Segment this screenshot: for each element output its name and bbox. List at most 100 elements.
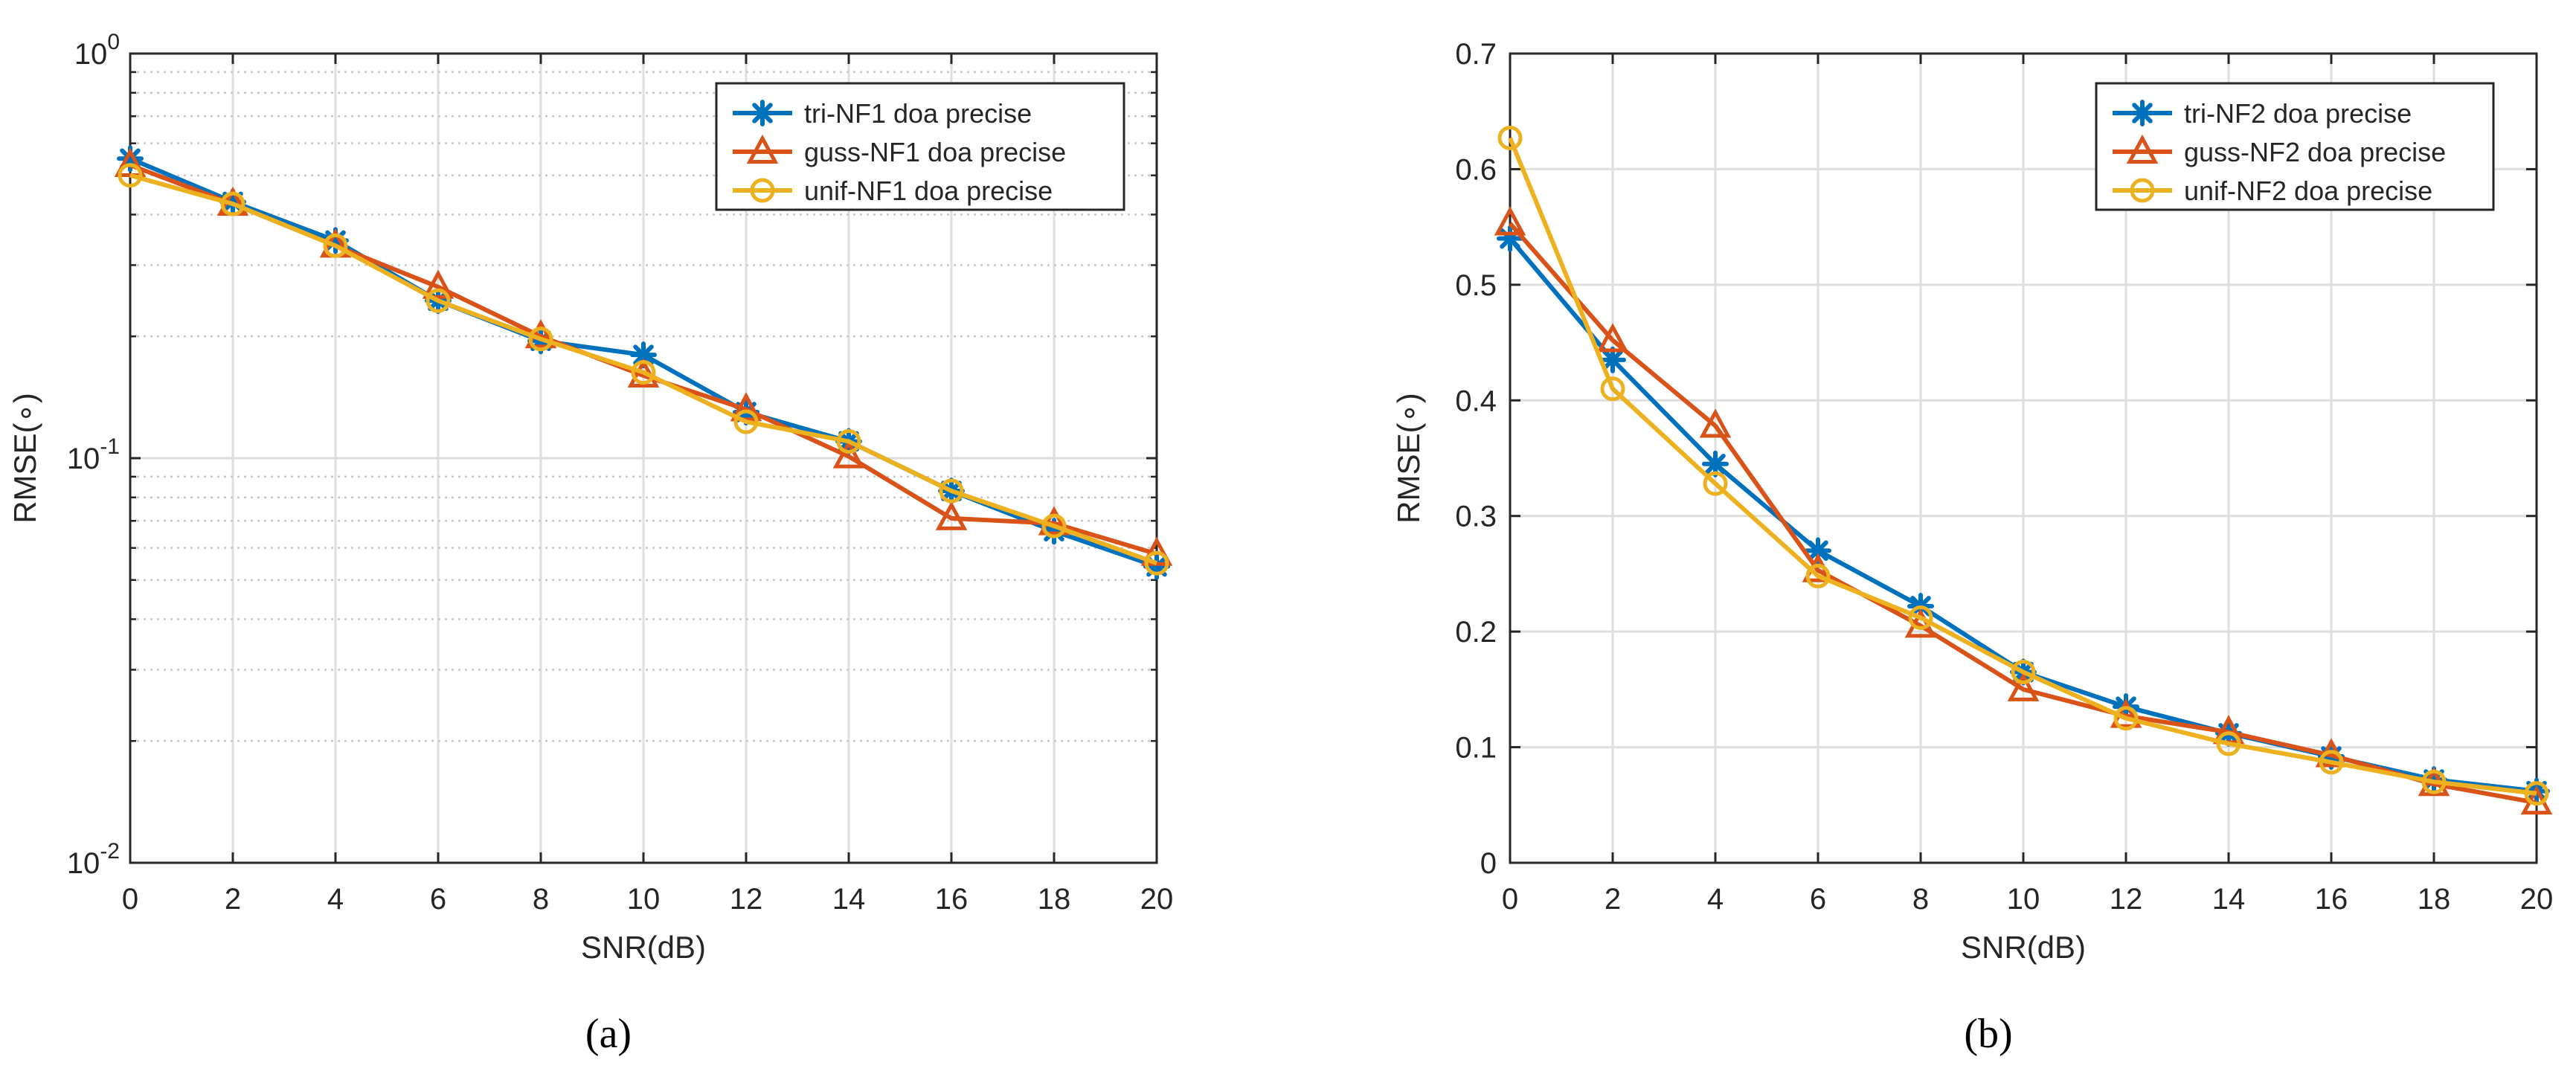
y-tick-label: 0.2 — [1455, 616, 1497, 649]
y-tick-label: 10-2 — [67, 839, 120, 880]
data-point-guss-nf1-doa-precise — [935, 501, 968, 530]
x-tick-label: 10 — [2007, 883, 2040, 916]
y-axis-ticks: 0 0.1 0.2 0.3 0.4 0.5 0.6 0.7 — [1455, 38, 2537, 880]
legend-label: unif-NF1 doa precise — [804, 176, 1053, 206]
y-tick-label: 0.3 — [1455, 501, 1497, 533]
x-tick-label: 14 — [2212, 883, 2246, 916]
x-tick-label: 6 — [1810, 883, 1826, 916]
data-point-unif-nf1-doa-precise — [1144, 550, 1169, 576]
data-point-guss-nf1-doa-precise — [422, 269, 455, 299]
x-tick-label: 6 — [430, 883, 446, 916]
data-point-tri-nf2-doa-precise — [1497, 225, 1523, 252]
x-tick-label: 8 — [1912, 883, 1929, 916]
data-point-unif-nf1-doa-precise — [733, 409, 759, 434]
x-axis-label: SNR(dB) — [581, 930, 706, 965]
data-point-guss-nf1-doa-precise — [114, 147, 147, 177]
data-point-tri-nf2-doa-precise — [1702, 450, 1729, 478]
legend-label: unif-NF2 doa precise — [2184, 176, 2432, 206]
data-point-unif-nf2-doa-precise — [2216, 731, 2241, 756]
y-tick-label: 0.7 — [1455, 38, 1497, 71]
data-point-tri-nf1-doa-precise — [1143, 553, 1170, 580]
legend-marker-tri-nf2-doa-precise — [2129, 100, 2156, 126]
series-line-guss-nf2-doa-precise — [1508, 222, 2537, 806]
data-point-guss-nf2-doa-precise — [1494, 206, 1526, 236]
data-point-unif-nf2-doa-precise — [1497, 125, 1523, 150]
y-axis-label: RMSE(∘) — [7, 393, 42, 524]
data-point-tri-nf2-doa-precise — [2421, 766, 2447, 794]
legend-label: guss-NF1 doa precise — [804, 137, 1066, 167]
data-point-guss-nf1-doa-precise — [1140, 536, 1173, 566]
y-tick-label: 0.4 — [1455, 385, 1497, 417]
legend-label: tri-NF1 doa precise — [804, 98, 1032, 129]
x-tick-label: 14 — [832, 883, 866, 916]
x-tick-label: 20 — [2520, 883, 2554, 916]
data-point-unif-nf1-doa-precise — [528, 327, 553, 352]
data-point-unif-nf1-doa-precise — [118, 163, 143, 188]
x-tick-label: 10 — [627, 883, 661, 916]
x-tick-label: 2 — [1605, 883, 1621, 916]
data-point-unif-nf2-doa-precise — [1703, 471, 1728, 496]
x-tick-label: 4 — [327, 883, 344, 916]
x-tick-label: 16 — [2315, 883, 2348, 916]
series-line-unif-nf2-doa-precise — [1508, 137, 2537, 796]
data-point-unif-nf1-doa-precise — [939, 478, 964, 504]
x-tick-label: 12 — [2110, 883, 2143, 916]
data-point-unif-nf1-doa-precise — [836, 428, 861, 454]
y-axis-label: RMSE(∘) — [1391, 393, 1426, 524]
x-tick-label: 2 — [225, 883, 241, 916]
x-tick-label: 16 — [935, 883, 969, 916]
data-point-unif-nf2-doa-precise — [2524, 781, 2549, 806]
legend-marker-guss-nf2-doa-precise — [2126, 134, 2159, 164]
legend-marker-unif-nf1-doa-precise — [750, 178, 775, 203]
legend-label: tri-NF2 doa precise — [2184, 98, 2412, 129]
x-axis-ticks: 0 2 4 6 8 10 12 14 16 18 20 — [122, 54, 1173, 916]
data-point-guss-nf1-doa-precise — [832, 439, 865, 469]
y-tick-label: 0 — [1480, 847, 1497, 880]
chart-panel-b: 0 2 4 6 8 10 12 14 16 18 20 0 0.1 0.2 0.3 0.4 0.5 0.6 0.7 S… — [1391, 38, 2553, 1057]
data-point-unif-nf2-doa-precise — [1805, 564, 1831, 589]
y-tick-label: 0.1 — [1455, 732, 1497, 765]
y-tick-label: 0.5 — [1455, 269, 1497, 302]
y-tick-label: 100 — [74, 30, 120, 71]
data-point-unif-nf1-doa-precise — [220, 191, 245, 216]
legend: tri-NF2 doa precise guss-NF2 doa precise u… — [2095, 82, 2495, 211]
data-point-guss-nf2-doa-precise — [1699, 408, 1732, 438]
x-tick-label: 12 — [730, 883, 763, 916]
data-point-unif-nf1-doa-precise — [323, 233, 348, 258]
x-axis-label: SNR(dB) — [1961, 930, 2086, 965]
x-tick-label: 20 — [1140, 883, 1174, 916]
x-tick-label: 0 — [122, 883, 138, 916]
panel-caption: (b) — [1964, 1011, 2012, 1057]
x-tick-label: 8 — [533, 883, 549, 916]
legend-marker-unif-nf2-doa-precise — [2130, 178, 2155, 203]
series-group — [1494, 125, 2553, 815]
data-point-unif-nf2-doa-precise — [2113, 706, 2139, 731]
data-point-tri-nf1-doa-precise — [117, 145, 144, 173]
x-axis-ticks: 0 2 4 6 8 10 12 14 16 18 20 — [1502, 54, 2553, 916]
legend-marker-guss-nf1-doa-precise — [746, 134, 779, 164]
series-group — [114, 145, 1173, 580]
data-point-tri-nf2-doa-precise — [1805, 537, 1831, 565]
data-point-guss-nf2-doa-precise — [1596, 323, 1629, 353]
y-tick-label: 10-1 — [67, 434, 120, 475]
data-point-tri-nf1-doa-precise — [630, 341, 657, 369]
legend-marker-tri-nf1-doa-precise — [749, 100, 776, 126]
data-point-unif-nf1-doa-precise — [1041, 513, 1067, 538]
data-point-tri-nf2-doa-precise — [1599, 346, 1626, 373]
x-tick-label: 18 — [2418, 883, 2451, 916]
x-tick-label: 18 — [1038, 883, 1071, 916]
panel-caption: (a) — [585, 1011, 632, 1057]
data-point-unif-nf2-doa-precise — [2421, 769, 2447, 794]
data-point-unif-nf2-doa-precise — [1600, 376, 1625, 402]
data-point-guss-nf2-doa-precise — [2007, 672, 2040, 701]
data-point-unif-nf1-doa-precise — [425, 288, 451, 313]
data-point-unif-nf2-doa-precise — [1908, 605, 1933, 630]
y-tick-label: 0.6 — [1455, 153, 1497, 186]
x-tick-label: 0 — [1502, 883, 1518, 916]
legend-label: guss-NF2 doa precise — [2184, 137, 2446, 167]
y-axis-ticks: 10-2 10-1 100 — [67, 30, 1157, 880]
data-point-unif-nf2-doa-precise — [2319, 750, 2344, 775]
legend: tri-NF1 doa precise guss-NF1 doa precise u… — [715, 82, 1125, 211]
x-tick-label: 4 — [1707, 883, 1724, 916]
